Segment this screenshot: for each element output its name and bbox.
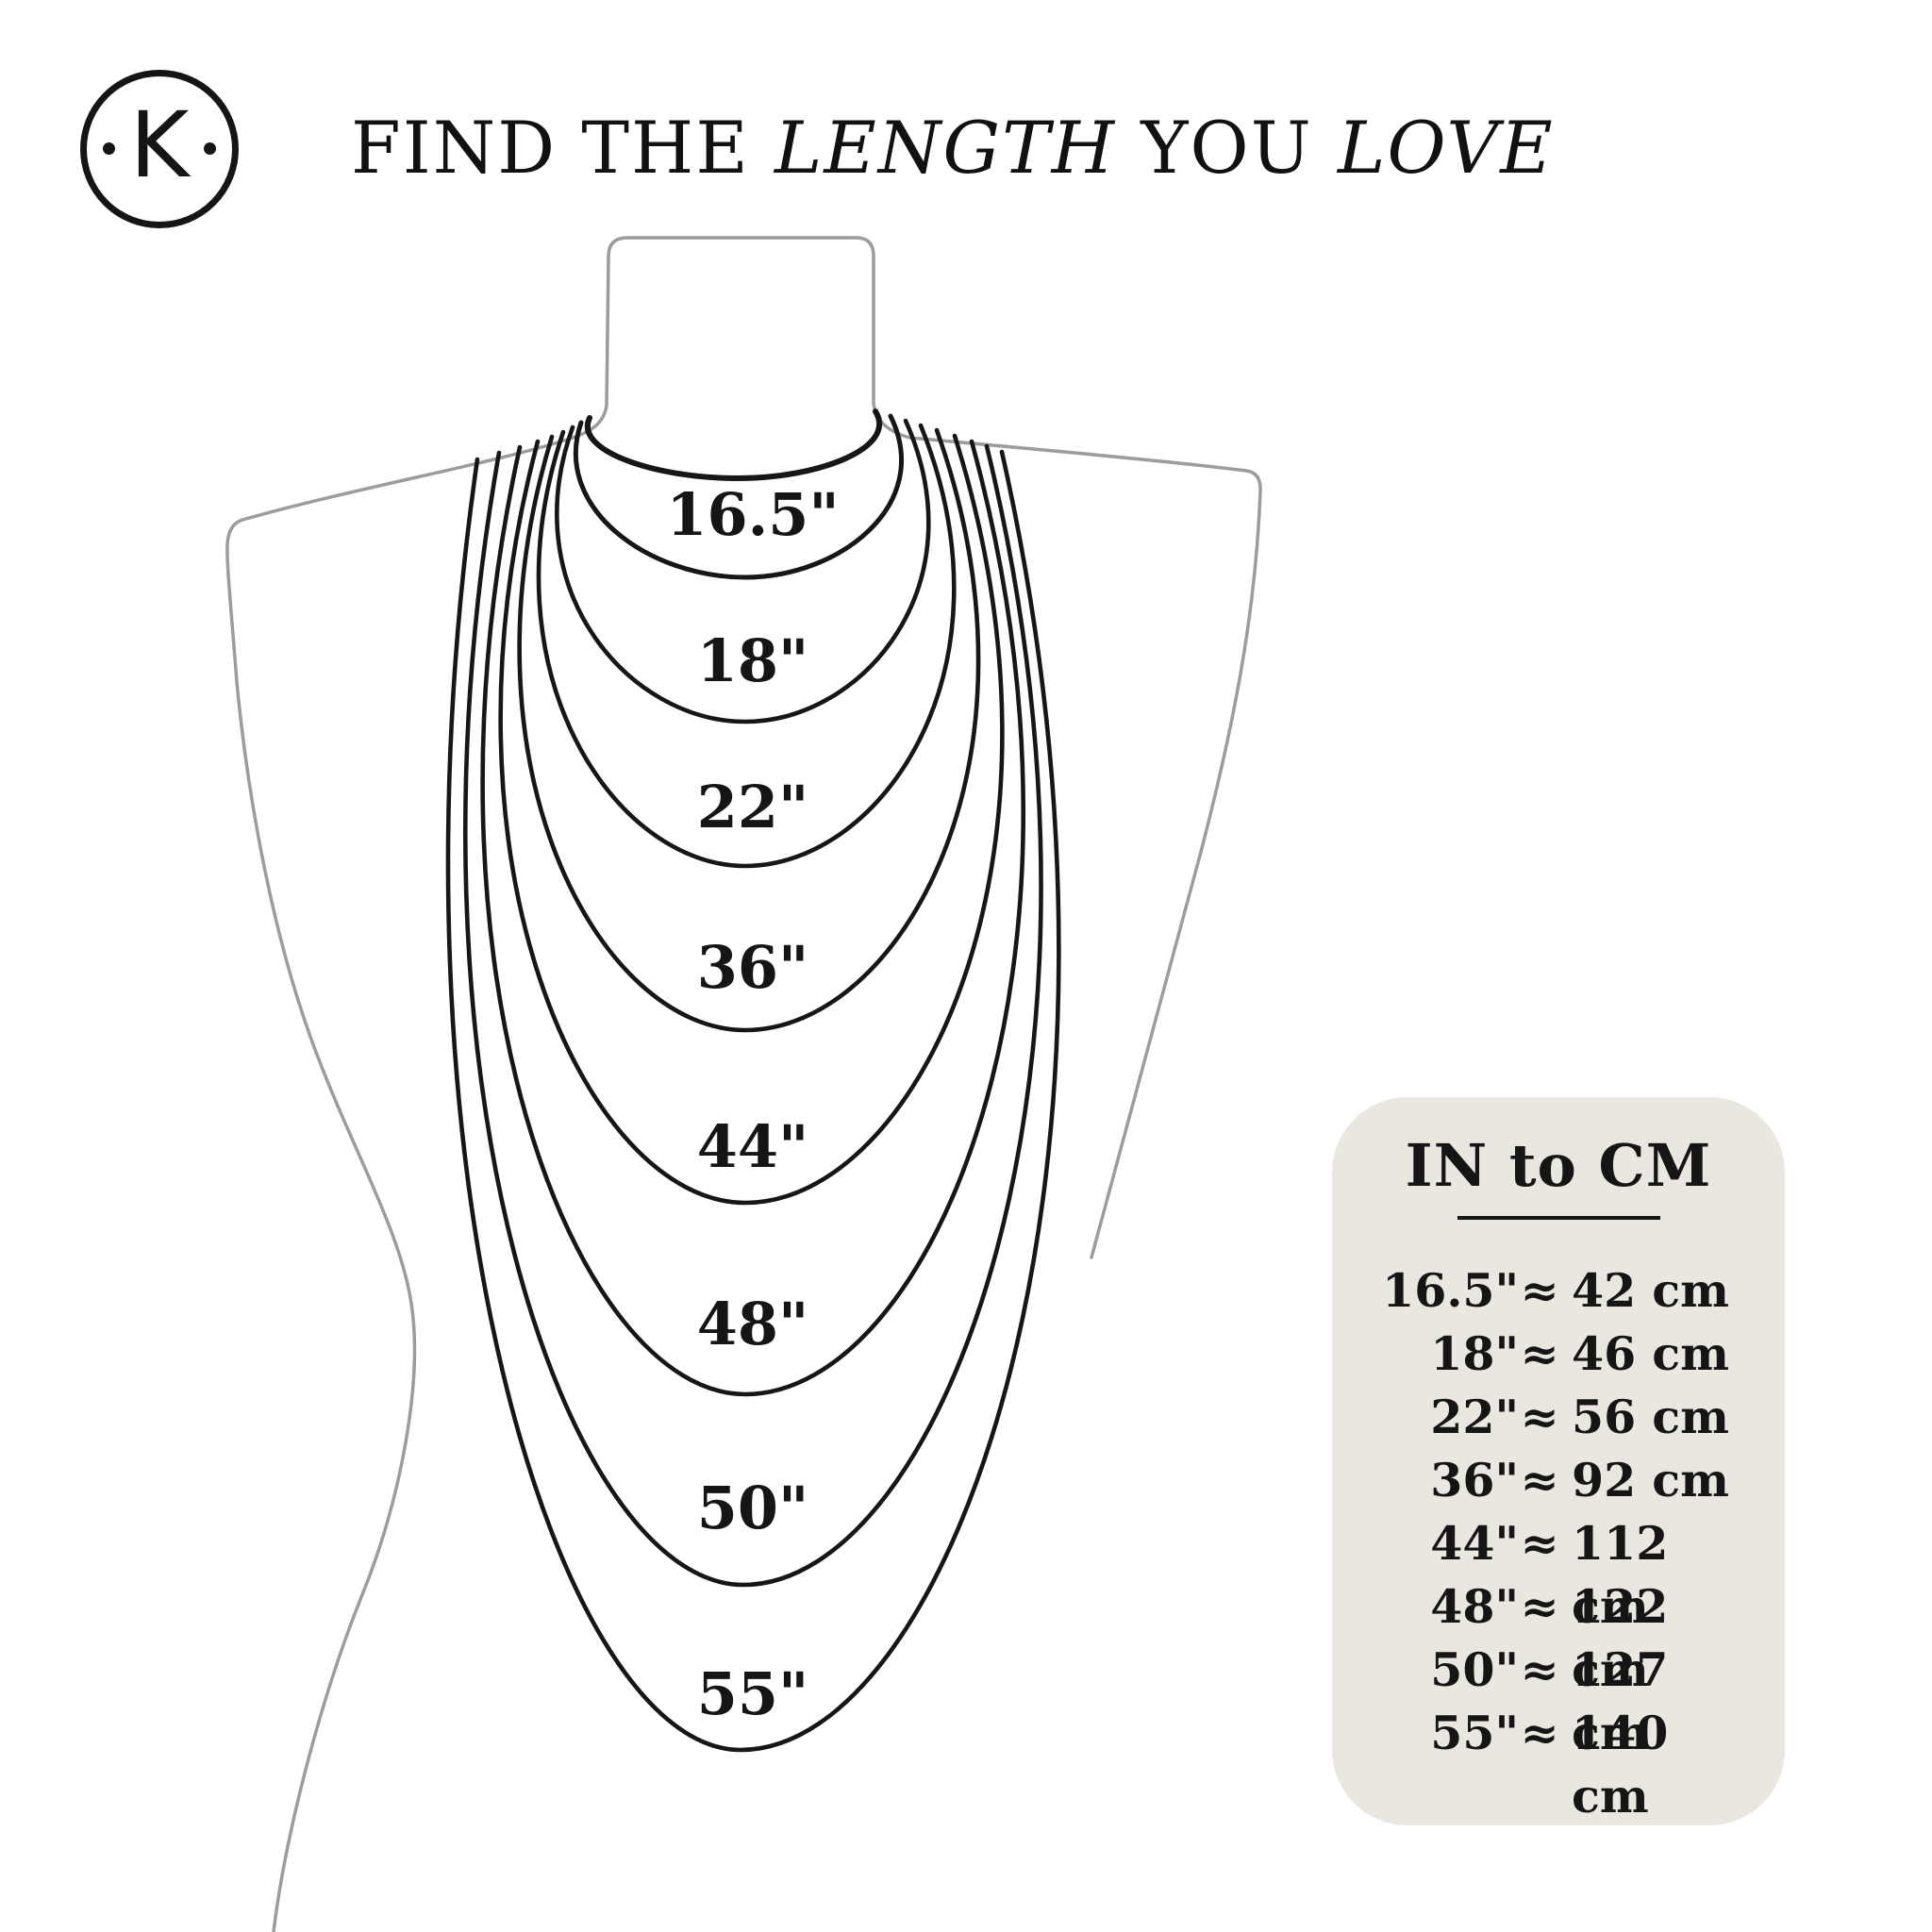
conversion-row: 55" ≈140 cm <box>1332 1702 1785 1824</box>
necklace-curve-55in <box>445 449 1061 1753</box>
conversion-row: 36" ≈92 cm <box>1332 1449 1785 1512</box>
cm-value: 122 cm <box>1572 1579 1669 1697</box>
cm-value: 46 cm <box>1572 1326 1729 1381</box>
approx-symbol: ≈ <box>1520 1263 1559 1318</box>
inches-value: 50" <box>1430 1642 1519 1697</box>
necklace-label-18in: 18" <box>697 626 809 695</box>
conversion-row: 16.5" ≈42 cm <box>1332 1259 1785 1323</box>
cm-value: 42 cm <box>1572 1263 1729 1318</box>
logo-right-dot-icon <box>204 142 216 155</box>
conversion-table: 16.5" ≈42 cm 18" ≈46 cm 22" ≈56 cm 36" ≈92 c… <box>1332 1259 1785 1824</box>
cm-value: 112 cm <box>1572 1516 1669 1634</box>
approx-symbol: ≈ <box>1520 1579 1559 1634</box>
title-segment-italic: LENGTH <box>774 106 1117 190</box>
conversion-row: 18" ≈46 cm <box>1332 1323 1785 1386</box>
brand-logo-icon: K <box>80 70 239 228</box>
approx-symbol: ≈ <box>1520 1516 1559 1571</box>
necklace-label-55in: 55" <box>697 1659 809 1728</box>
mannequin-outline <box>225 236 1262 1932</box>
in-to-cm-conversion-card: IN to CM 16.5" ≈42 cm 18" ≈46 cm 22" ≈56 cm… <box>1332 1097 1785 1825</box>
conversion-row: 50" ≈127 cm <box>1332 1639 1785 1760</box>
necklace-curve-50in <box>463 443 1043 1588</box>
necklace-label-36in: 36" <box>697 933 809 1002</box>
conversion-row: 22" ≈56 cm <box>1332 1386 1785 1449</box>
necklace-label-48in: 48" <box>697 1290 809 1358</box>
approx-symbol: ≈ <box>1520 1642 1559 1697</box>
inches-value: 16.5" <box>1382 1263 1519 1318</box>
necklace-curve-18in <box>555 418 931 724</box>
necklace-label-22in: 22" <box>697 773 809 841</box>
conversion-card-title: IN to CM <box>1405 1131 1712 1200</box>
necklace-curve-36in <box>517 427 981 1033</box>
necklace-label-50in: 50" <box>697 1474 809 1542</box>
page-title: FIND THE LENGTH YOU LOVE <box>351 106 1672 191</box>
inches-value: 48" <box>1430 1579 1519 1634</box>
title-segment: YOU <box>1116 106 1338 190</box>
approx-symbol: ≈ <box>1520 1390 1559 1444</box>
necklace-curve-22in <box>536 423 957 869</box>
approx-symbol: ≈ <box>1520 1453 1559 1507</box>
cm-value: 92 cm <box>1572 1453 1729 1507</box>
logo-letter: K <box>129 92 190 199</box>
inches-value: 44" <box>1430 1516 1519 1571</box>
necklace-curve-44in <box>498 433 1005 1206</box>
necklace-curve-48in <box>480 439 1026 1397</box>
cm-value: 56 cm <box>1572 1390 1729 1444</box>
inches-value: 36" <box>1430 1453 1519 1507</box>
conversion-row: 48" ≈122 cm <box>1332 1575 1785 1697</box>
approx-symbol: ≈ <box>1520 1706 1559 1760</box>
inches-value: 18" <box>1430 1326 1519 1381</box>
logo-left-dot-icon <box>103 142 115 155</box>
inches-value: 55" <box>1430 1706 1519 1760</box>
cm-value: 140 cm <box>1572 1706 1669 1824</box>
title-segment-italic: LOVE <box>1337 106 1555 190</box>
conversion-row: 44" ≈112 cm <box>1332 1512 1785 1634</box>
necklace-label-44in: 44" <box>697 1112 809 1181</box>
conversion-card-divider <box>1457 1216 1660 1220</box>
inches-value: 22" <box>1430 1390 1519 1444</box>
necklace-curve-16-5in <box>573 413 904 580</box>
necklace-label-16-5in: 16.5" <box>666 480 839 549</box>
cm-value: 127 cm <box>1572 1642 1669 1760</box>
title-segment: FIND THE <box>351 106 774 190</box>
approx-symbol: ≈ <box>1520 1326 1559 1381</box>
collar-curve <box>584 408 883 482</box>
